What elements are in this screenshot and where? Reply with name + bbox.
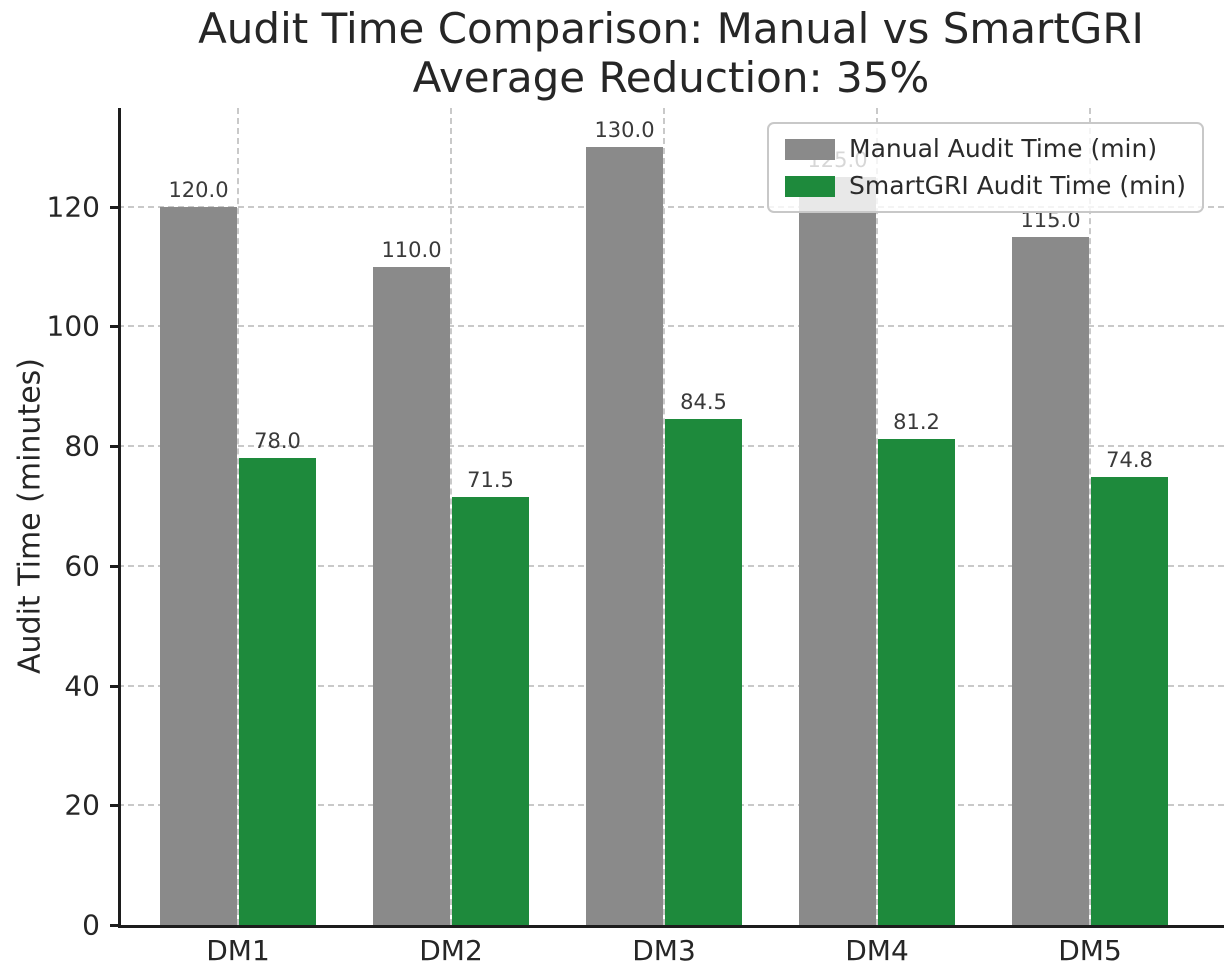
- x-tick-label-dm1: DM1: [206, 934, 270, 966]
- chart-title-block: Audit Time Comparison: Manual vs SmartGR…: [118, 4, 1224, 102]
- bar-value-label: 110.0: [381, 237, 442, 262]
- bar-smartgri-dm5: [1091, 477, 1168, 925]
- x-axis-line: [118, 925, 1224, 928]
- y-axis-line: [118, 108, 121, 928]
- v-gridline: [1089, 108, 1091, 925]
- bar-value-label: 130.0: [594, 117, 655, 142]
- y-tick: [110, 445, 118, 449]
- bar-value-label: 84.5: [680, 390, 727, 415]
- legend-swatch-smartgri-icon: [785, 175, 836, 197]
- y-tick-label: 80: [64, 429, 100, 463]
- bar-value-label: 120.0: [168, 177, 229, 202]
- bar-value-label: 81.2: [893, 409, 940, 434]
- bar-value-label: 71.5: [467, 468, 514, 493]
- v-gridline: [876, 108, 878, 925]
- y-tick: [110, 205, 118, 209]
- bar-smartgri-dm3: [665, 419, 742, 925]
- legend-swatch-manual-icon: [785, 138, 836, 160]
- bar-value-label: 78.0: [254, 429, 301, 454]
- chart-subtitle: Average Reduction: 35%: [412, 53, 930, 102]
- bar-smartgri-dm4: [878, 438, 955, 925]
- bar-manual-dm5: [1012, 236, 1089, 925]
- x-tick-label-dm3: DM3: [632, 934, 696, 966]
- y-tick: [110, 325, 118, 329]
- y-tick-label: 120: [46, 190, 100, 224]
- y-axis-label: Audit Time (minutes): [12, 357, 48, 675]
- v-gridline: [237, 108, 239, 925]
- legend: Manual Audit Time (min) SmartGRI Audit Ti…: [767, 122, 1204, 213]
- legend-item: Manual Audit Time (min): [785, 134, 1186, 164]
- y-tick-label: 100: [46, 309, 100, 343]
- bar-value-label: 74.8: [1106, 448, 1153, 473]
- bar-smartgri-dm1: [239, 458, 316, 925]
- y-tick: [110, 684, 118, 688]
- h-gridline: [118, 205, 1224, 208]
- y-tick: [110, 924, 118, 927]
- chart-title: Audit Time Comparison: Manual vs SmartGR…: [198, 4, 1144, 53]
- x-tick-label-dm5: DM5: [1058, 934, 1122, 966]
- y-tick-label: 0: [82, 908, 100, 942]
- y-tick-label: 40: [64, 669, 100, 703]
- legend-item: SmartGRI Audit Time (min): [785, 171, 1186, 201]
- x-tick-label-dm4: DM4: [845, 934, 909, 966]
- x-tick-label-dm2: DM2: [419, 934, 483, 966]
- y-tick-label: 20: [64, 788, 100, 822]
- v-gridline: [450, 108, 452, 925]
- y-tick-label: 60: [64, 549, 100, 583]
- bar-manual-dm4: [799, 176, 876, 925]
- bar-manual-dm1: [160, 206, 237, 925]
- v-gridline: [663, 108, 665, 925]
- legend-item-label: Manual Audit Time (min): [849, 134, 1158, 163]
- y-tick: [110, 564, 118, 568]
- bar-manual-dm3: [586, 146, 663, 925]
- bar-smartgri-dm2: [452, 497, 529, 925]
- bar-manual-dm2: [373, 266, 450, 925]
- y-tick: [110, 804, 118, 808]
- h-gridline: [118, 325, 1224, 328]
- legend-item-label: SmartGRI Audit Time (min): [849, 171, 1186, 200]
